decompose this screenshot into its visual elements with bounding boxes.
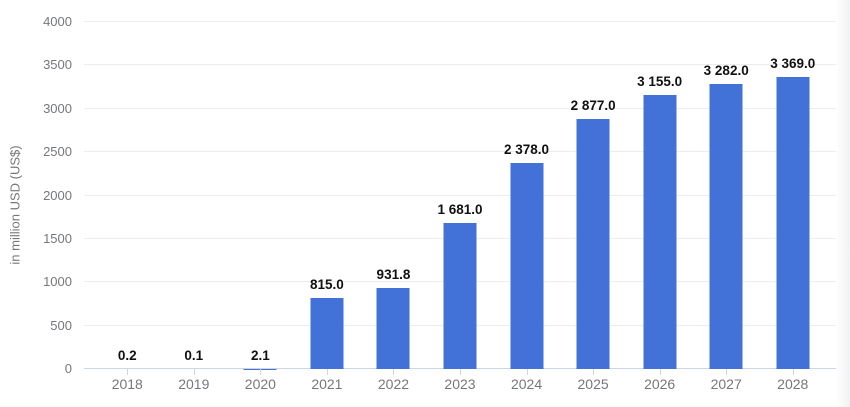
bar[interactable] — [776, 76, 810, 369]
gridline — [84, 107, 836, 109]
y-axis-ticks: 0 500 1000 1500 2000 2500 3000 3500 4000 — [0, 14, 72, 376]
x-tick-label: 2022 — [377, 376, 410, 392]
y-tick-label: 1000 — [43, 274, 72, 290]
bar-group[interactable]: 1 681.0 2023 — [427, 22, 494, 392]
bar-value-label: 0.1 — [184, 348, 204, 363]
right-edge-fade — [835, 0, 850, 407]
bar-group[interactable]: 931.8 2022 — [360, 22, 427, 392]
bar-value-label: 2.1 — [250, 347, 270, 363]
x-axis-tick — [726, 369, 728, 375]
x-tick-label: 2026 — [644, 376, 676, 392]
x-tick-label: 2021 — [311, 376, 343, 392]
bar-group[interactable]: 2 877.0 2025 — [560, 22, 627, 392]
y-tick-label: 3000 — [43, 100, 72, 116]
bar-group[interactable]: 3 155.0 2026 — [626, 22, 693, 392]
y-tick-label: 0 — [64, 361, 72, 376]
bar-value-label: 3 369.0 — [770, 55, 816, 71]
bar-value-label: 931.8 — [376, 267, 411, 283]
bar-value-label: 1 681.0 — [437, 202, 483, 218]
x-tick-label: 2024 — [510, 376, 543, 392]
x-tick-label: 2018 — [111, 376, 143, 392]
x-axis-tick — [659, 369, 661, 375]
x-axis-tick — [326, 369, 328, 375]
bar-group[interactable]: 3 282.0 2027 — [693, 22, 760, 392]
plot-area: 0.2 2018 0.1 2019 2.1 2020 815.0 2021 931.8 2022 1… — [84, 21, 836, 392]
x-axis-tick — [593, 369, 595, 375]
bar-group[interactable]: 0.1 2019 — [161, 22, 228, 392]
y-tick-label: 1500 — [43, 230, 72, 246]
bar[interactable] — [443, 223, 477, 369]
x-axis-tick — [526, 369, 528, 375]
bar-group[interactable]: 0.2 2018 — [94, 22, 161, 392]
x-axis-tick — [127, 369, 129, 375]
bar[interactable] — [576, 119, 610, 369]
x-axis-tick — [260, 369, 262, 375]
x-axis-tick — [460, 369, 461, 375]
bar-value-label: 3 155.0 — [637, 74, 683, 90]
bar[interactable] — [709, 84, 743, 369]
bar[interactable] — [376, 288, 410, 369]
y-tick-label: 4000 — [43, 14, 72, 29]
bar-value-label: 2 378.0 — [504, 141, 550, 157]
y-tick-label: 3500 — [43, 57, 72, 73]
x-axis-tick — [393, 369, 395, 375]
bar-group[interactable]: 2 378.0 2024 — [493, 22, 560, 392]
bar-group[interactable]: 3 369.0 2028 — [759, 22, 826, 392]
bar-value-label: 0.2 — [117, 347, 137, 363]
bar[interactable] — [310, 298, 344, 369]
y-tick-label: 2000 — [43, 187, 72, 203]
gridline — [84, 151, 836, 153]
x-tick-label: 2028 — [777, 376, 809, 392]
x-tick-label: 2023 — [444, 376, 476, 392]
x-axis-tick — [792, 369, 794, 375]
x-axis-tick — [193, 369, 195, 375]
x-tick-label: 2027 — [710, 376, 742, 392]
x-tick-label: 2019 — [178, 376, 210, 392]
y-tick-label: 2500 — [43, 144, 72, 160]
bar[interactable] — [643, 95, 677, 369]
bands: 0.2 2018 0.1 2019 2.1 2020 815.0 2021 931.8 2022 1… — [94, 22, 826, 392]
bar-value-label: 815.0 — [310, 277, 344, 293]
bar-value-label: 2 877.0 — [570, 98, 616, 114]
bar[interactable] — [510, 162, 544, 369]
y-tick-label: 500 — [50, 317, 72, 333]
gridline — [84, 194, 836, 196]
x-tick-label: 2025 — [577, 376, 609, 392]
bar-value-label: 3 282.0 — [703, 63, 749, 79]
gridline — [84, 64, 836, 66]
bar-group[interactable]: 815.0 2021 — [294, 22, 361, 392]
bar-group[interactable]: 2.1 2020 — [227, 22, 294, 392]
x-tick-label: 2020 — [244, 376, 276, 392]
gridline — [84, 21, 836, 22]
